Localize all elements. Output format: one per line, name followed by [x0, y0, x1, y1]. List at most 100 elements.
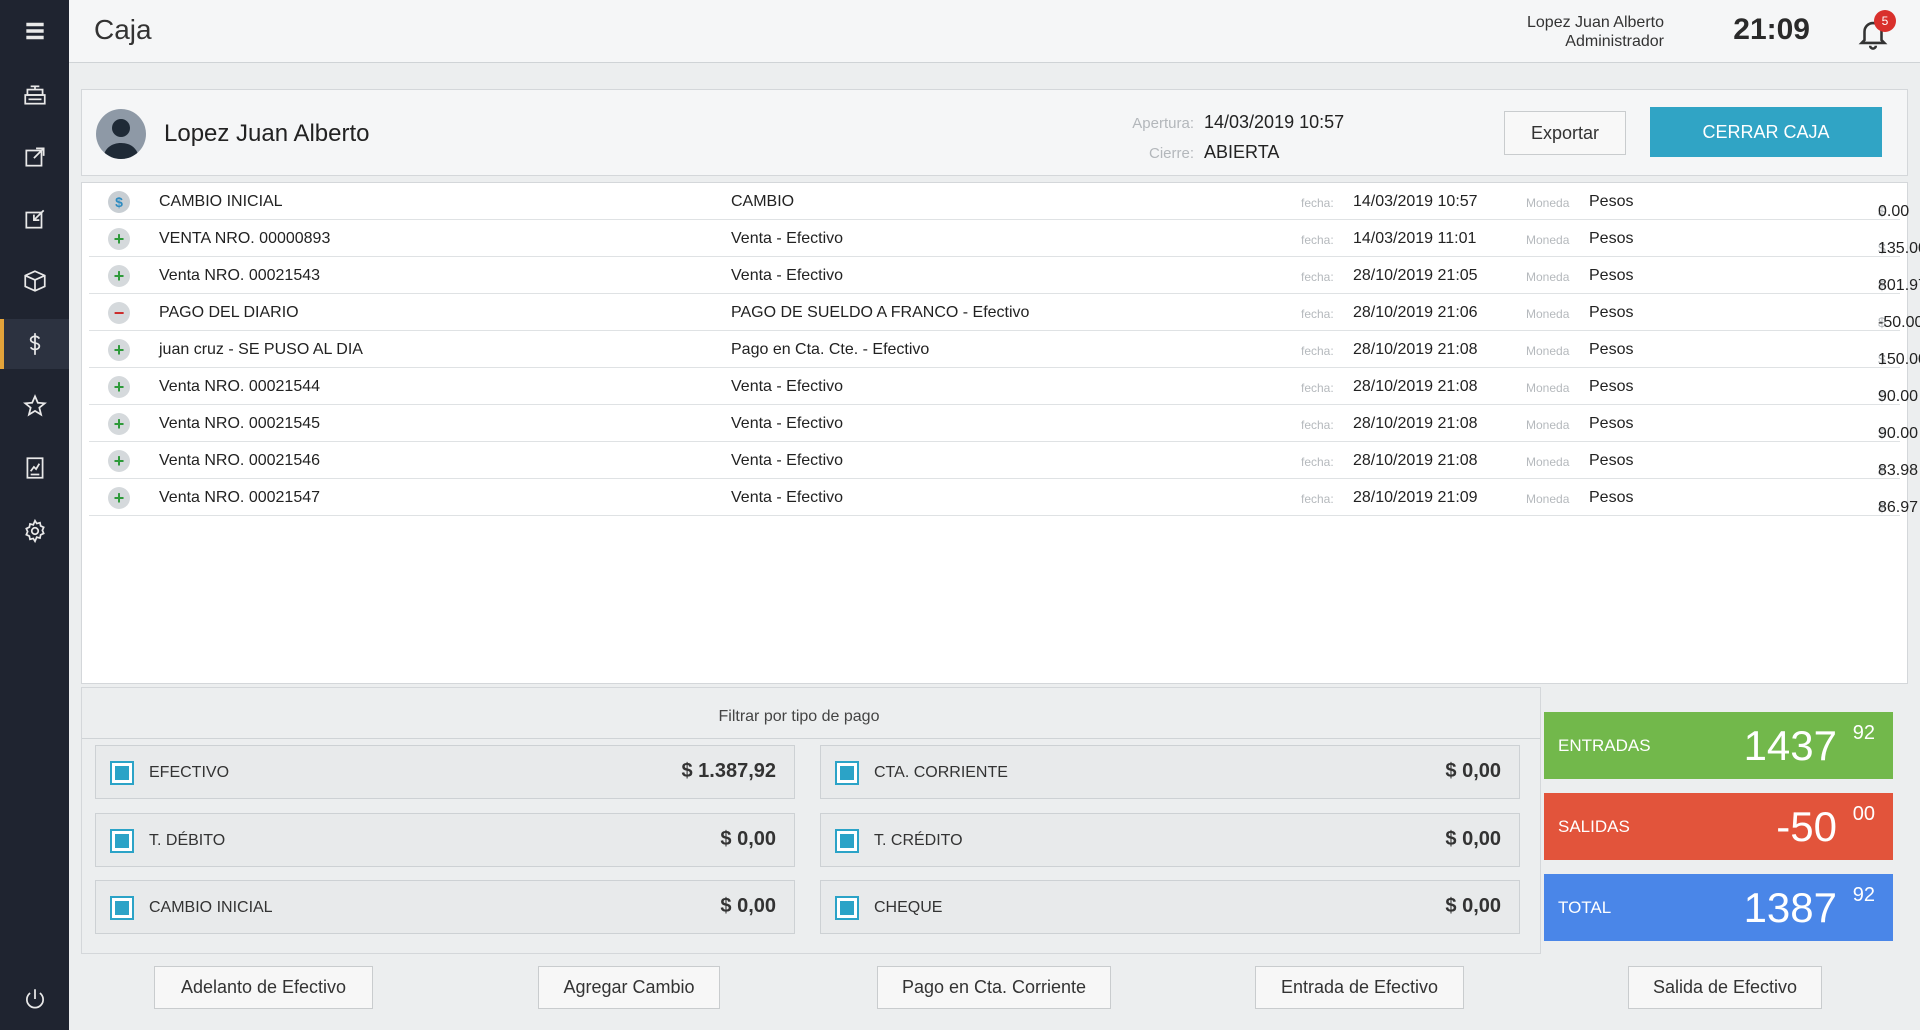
edit-box-icon[interactable]	[0, 194, 69, 244]
clock: 21:09	[1733, 13, 1810, 46]
box-icon[interactable]	[0, 256, 69, 306]
adelanto-efectivo-button[interactable]: Adelanto de Efectivo	[154, 966, 373, 1009]
moneda-label: Moneda	[1526, 233, 1570, 247]
dollar-icon[interactable]	[0, 319, 69, 369]
cierre-value: ABIERTA	[1204, 142, 1280, 162]
movement-currency: Pesos	[1589, 489, 1634, 506]
apertura-label: Apertura:	[1132, 115, 1194, 132]
filter-label: CHEQUE	[874, 899, 943, 916]
checkbox[interactable]	[110, 896, 134, 920]
movement-description: VENTA NRO. 00000893	[159, 230, 331, 247]
salidas-label: SALIDAS	[1558, 817, 1630, 836]
checkbox[interactable]	[835, 896, 859, 920]
moneda-label: Moneda	[1526, 381, 1570, 395]
cierre-label: Cierre:	[1148, 145, 1194, 162]
table-row[interactable]: + Venta NRO. 00021544 Venta - Efectivo fech…	[89, 368, 1918, 405]
table-row[interactable]: + Venta NRO. 00021546 Venta - Efectivo fech…	[89, 442, 1918, 479]
movement-currency: Pesos	[1589, 193, 1634, 210]
external-link-icon[interactable]	[0, 132, 69, 182]
notifications-button[interactable]: 5	[1856, 10, 1896, 52]
movement-type: Venta - Efectivo	[731, 378, 844, 395]
filter-efectivo[interactable]: EFECTIVO $ 1.387,92	[95, 745, 795, 799]
apertura-value: 14/03/2019 10:57	[1204, 112, 1345, 132]
fecha-label: fecha:	[1301, 418, 1334, 432]
checkbox[interactable]	[110, 761, 134, 785]
salidas-card: SALIDAS -50 00	[1544, 793, 1893, 860]
filter-label: T. DÉBITO	[149, 832, 226, 849]
filter-label: EFECTIVO	[149, 764, 230, 781]
menu-icon[interactable]	[0, 6, 69, 56]
amount-value: 135.00	[1878, 240, 1920, 257]
movement-description: PAGO DEL DIARIO	[159, 304, 299, 321]
notification-badge: 5	[1874, 10, 1896, 32]
total-integer: 1387	[1743, 884, 1837, 931]
checkbox[interactable]	[835, 829, 859, 853]
export-button[interactable]: Exportar	[1504, 111, 1626, 155]
table-row[interactable]: + Venta NRO. 00021545 Venta - Efectivo fech…	[89, 405, 1918, 442]
agregar-cambio-button[interactable]: Agregar Cambio	[538, 966, 720, 1009]
gear-icon[interactable]	[0, 506, 69, 556]
report-icon[interactable]	[0, 443, 69, 493]
filter-label: T. CRÉDITO	[874, 832, 963, 849]
movement-type: Venta - Efectivo	[731, 452, 844, 469]
fecha-label: fecha:	[1301, 270, 1334, 284]
table-row[interactable]: $ CAMBIO INICIAL CAMBIO fecha: 14/03/2019 10…	[89, 183, 1909, 220]
salida-efectivo-button[interactable]: Salida de Efectivo	[1628, 966, 1822, 1009]
checkbox[interactable]	[835, 761, 859, 785]
filter-t-credito[interactable]: T. CRÉDITO $ 0,00	[820, 813, 1520, 867]
table-row[interactable]: − PAGO DEL DIARIO PAGO DE SUELDO A FRANCO …	[89, 294, 1920, 331]
table-row[interactable]: + Venta NRO. 00021547 Venta - Efectivo fech…	[89, 479, 1918, 516]
cashier-name: Lopez Juan Alberto	[164, 120, 370, 147]
avatar	[96, 109, 146, 159]
filter-cambio-inicial[interactable]: CAMBIO INICIAL $ 0,00	[95, 880, 795, 934]
entradas-integer: 1437	[1743, 722, 1837, 769]
amount-value: -50.00	[1878, 314, 1920, 331]
filter-t-debito[interactable]: T. DÉBITO $ 0,00	[95, 813, 795, 867]
close-register-button[interactable]: CERRAR CAJA	[1650, 107, 1882, 157]
entradas-decimals: 92	[1852, 722, 1875, 744]
movement-description: Venta NRO. 00021543	[159, 267, 321, 284]
star-icon[interactable]	[0, 381, 69, 431]
total-decimals: 92	[1852, 884, 1875, 906]
filter-cta-corriente[interactable]: CTA. CORRIENTE $ 0,00	[820, 745, 1520, 799]
plus-icon: +	[108, 487, 130, 509]
movement-type: Venta - Efectivo	[731, 267, 844, 284]
user-role: Administrador	[1565, 33, 1664, 50]
moneda-label: Moneda	[1526, 418, 1570, 432]
table-row[interactable]: + Venta NRO. 00021543 Venta - Efectivo fech…	[89, 257, 1920, 294]
movement-currency: Pesos	[1589, 341, 1634, 358]
salidas-integer: -50	[1776, 803, 1837, 850]
amount-value: 150.00	[1878, 351, 1920, 368]
table-row[interactable]: + VENTA NRO. 00000893 Venta - Efectivo fech…	[89, 220, 1920, 257]
table-row[interactable]: + juan cruz - SE PUSO AL DIA Pago en Cta. …	[89, 331, 1920, 368]
plus-icon: +	[108, 376, 130, 398]
power-icon[interactable]	[0, 974, 69, 1024]
amount-value: 90.00	[1878, 425, 1919, 442]
pago-cta-corriente-button[interactable]: Pago en Cta. Corriente	[877, 966, 1111, 1009]
filter-amount: $ 0,00	[720, 828, 776, 850]
movement-type: CAMBIO	[731, 193, 795, 210]
fecha-label: fecha:	[1301, 344, 1334, 358]
currency-symbol: $	[1878, 203, 1886, 219]
plus-icon: +	[108, 450, 130, 472]
movement-description: CAMBIO INICIAL	[159, 193, 283, 210]
movement-type: PAGO DE SUELDO A FRANCO - Efectivo	[731, 304, 1030, 321]
moneda-label: Moneda	[1526, 270, 1570, 284]
movement-date: 28/10/2019 21:06	[1353, 304, 1478, 321]
fecha-label: fecha:	[1301, 233, 1334, 247]
fecha-label: fecha:	[1301, 455, 1334, 469]
movement-date: 28/10/2019 21:08	[1353, 378, 1478, 395]
user-info[interactable]: Lopez Juan Alberto Administrador	[1527, 13, 1664, 51]
plus-icon: +	[108, 413, 130, 435]
currency-symbol: $	[1878, 314, 1886, 330]
movement-type: Pago en Cta. Cte. - Efectivo	[731, 341, 930, 358]
currency-symbol: $	[1878, 351, 1886, 367]
filter-cheque[interactable]: CHEQUE $ 0,00	[820, 880, 1520, 934]
entrada-efectivo-button[interactable]: Entrada de Efectivo	[1255, 966, 1464, 1009]
currency-symbol: $	[1878, 240, 1886, 256]
filter-amount: $ 0,00	[1445, 828, 1501, 850]
amount-value: 801.97	[1878, 277, 1920, 294]
checkbox[interactable]	[110, 829, 134, 853]
plus-icon: +	[108, 228, 130, 250]
cash-register-icon[interactable]	[0, 70, 69, 120]
